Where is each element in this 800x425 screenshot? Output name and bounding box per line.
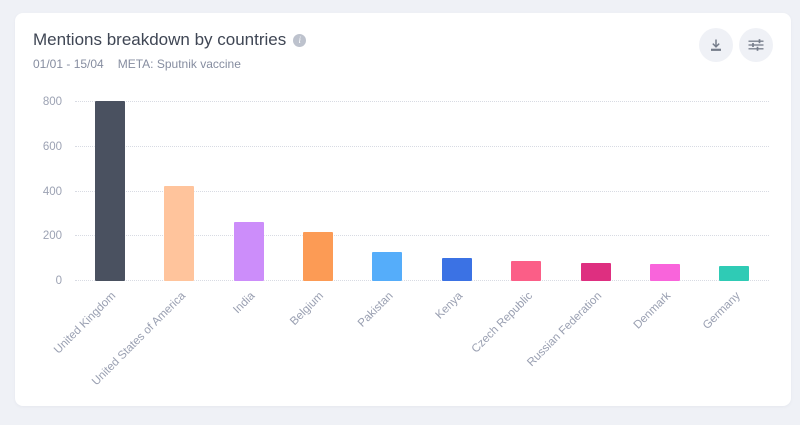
info-icon[interactable]: i [293,33,307,47]
bar-czech-republic[interactable] [511,261,542,281]
download-button[interactable] [699,28,733,62]
gridline-200: 200 [43,230,769,242]
bar-russian-federation[interactable] [580,263,611,281]
x-axis-label-czech-republic: Czech Republic [469,290,535,356]
bars: United Kingdom United States of America In… [52,101,769,388]
x-axis-label-united-kingdom: United Kingdom [51,290,119,357]
y-tick-label-600: 600 [42,140,62,153]
date-range-label: 01/01 - 15/04 [33,57,104,71]
y-tick-label-800: 800 [42,96,62,108]
bar-pakistan[interactable] [372,252,403,281]
bar-slot-united-kingdom: United Kingdom [52,101,144,356]
bar-denmark[interactable] [649,264,680,281]
meta-filter-label: META: Sputnik vaccine [117,57,241,71]
bar-slot-kenya: Kenya [422,102,491,322]
gridline-0: 0 [56,275,769,287]
card-actions [699,28,773,62]
bar-slot-india: India [214,102,283,316]
gridline-600: 600 [43,141,769,153]
y-tick-label-0: 0 [55,275,62,287]
x-axis-label-germany: Germany [700,290,743,332]
bar-slot-denmark: Denmark [630,102,699,331]
y-tick-label-400: 400 [42,185,62,198]
bar-slot-germany: Germany [700,102,769,332]
x-axis-label-belgium: Belgium [288,290,327,328]
card-header: Mentions breakdown by countries i 01/01 … [15,13,791,71]
chart-settings-button[interactable] [739,28,773,62]
bar-slot-czech-republic: Czech Republic [469,102,560,355]
x-axis-label-india: India [230,290,258,317]
bar-slot-belgium: Belgium [283,102,352,328]
bar-belgium[interactable] [302,232,333,281]
bar-slot-pakistan: Pakistan [353,102,422,330]
x-axis-label-kenya: Kenya [433,290,466,322]
bar-kenya[interactable] [441,258,472,281]
bar-united-states-of-america[interactable] [164,186,195,281]
bar-slot-russian-federation: Russian Federation [525,102,630,369]
bar-germany[interactable] [719,266,750,281]
sliders-icon [747,37,765,53]
x-axis-label-denmark: Denmark [631,290,674,332]
gridline-800: 800 [43,96,769,108]
bar-india[interactable] [233,222,264,281]
bar-slot-united-states-of-america: United States of America [90,102,213,388]
bar-united-kingdom[interactable] [94,101,125,281]
plot-area: United Kingdom United States of America In… [43,96,769,388]
page-title: Mentions breakdown by countries [33,30,287,49]
download-icon [708,37,724,53]
y-tick-label-200: 200 [42,230,62,243]
bar-chart: United Kingdom United States of America In… [15,96,791,388]
x-axis-label-russian-federation: Russian Federation [525,290,605,370]
x-axis-label-pakistan: Pakistan [356,290,396,330]
mentions-breakdown-card: Mentions breakdown by countries i 01/01 … [15,13,791,406]
gridline-400: 400 [43,186,769,198]
